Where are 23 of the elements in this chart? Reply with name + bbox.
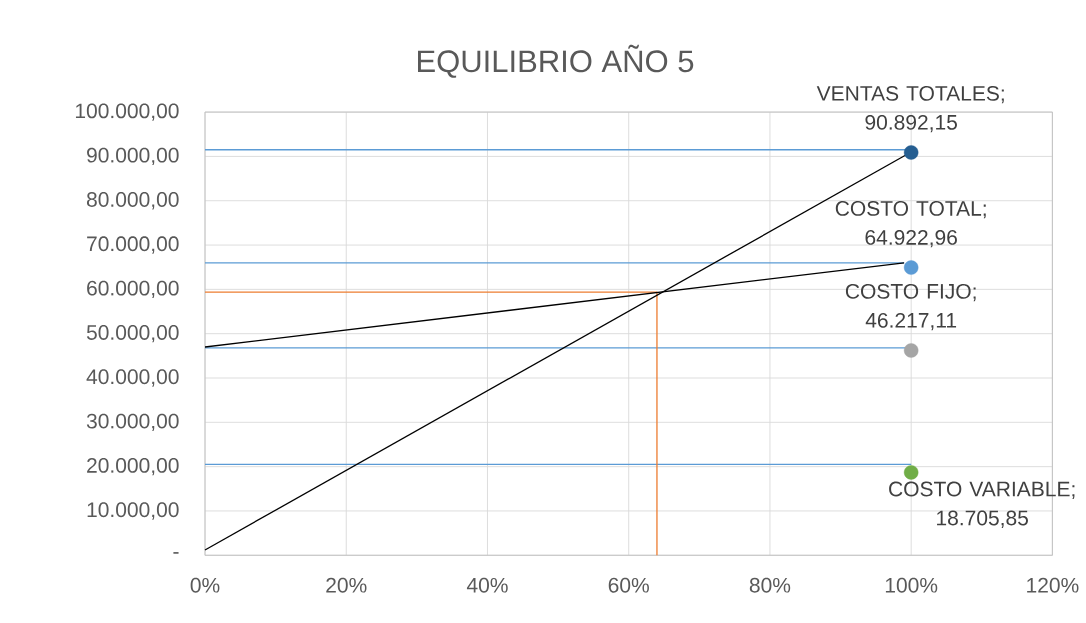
y-tick-label: 40.000,00	[86, 369, 179, 387]
chart-title: EQUILIBRIO AÑO 5	[418, 44, 694, 78]
y-tick-label: 90.000,00	[87, 147, 179, 166]
x-tick-label: 0%	[190, 577, 220, 593]
y-tick-label: 50.000,00	[86, 325, 179, 343]
x-tick-label: 120%	[1027, 577, 1079, 593]
y-tick-label: 20.000,00	[87, 457, 179, 476]
y-tick-label: 70.000,00	[87, 236, 179, 254]
y-tick-label: 80.000,00	[86, 192, 179, 210]
y-tick-label: 30.000,00	[86, 413, 179, 431]
x-tick-label: 40%	[466, 577, 508, 593]
y-tick-label: 60.000,00	[87, 280, 179, 299]
y-tick-label: -	[173, 552, 179, 554]
x-tick-label: 20%	[326, 577, 367, 593]
data-label: COSTO FIJO; 46.217,11	[845, 283, 976, 331]
x-tick-label: 100%	[885, 577, 938, 593]
data-label: COSTO TOTAL; 64.922,96	[835, 201, 986, 248]
x-tick-label: 60%	[608, 577, 649, 593]
data-label: VENTAS TOTALES; 90.892,15	[816, 85, 1004, 133]
x-tick-label: 80%	[749, 577, 791, 593]
y-tick-label: 10.000,00	[87, 502, 179, 520]
data-label: COSTO VARIABLE; 18.705,85	[889, 481, 1075, 528]
y-tick-label: 100.000,00	[75, 103, 179, 121]
